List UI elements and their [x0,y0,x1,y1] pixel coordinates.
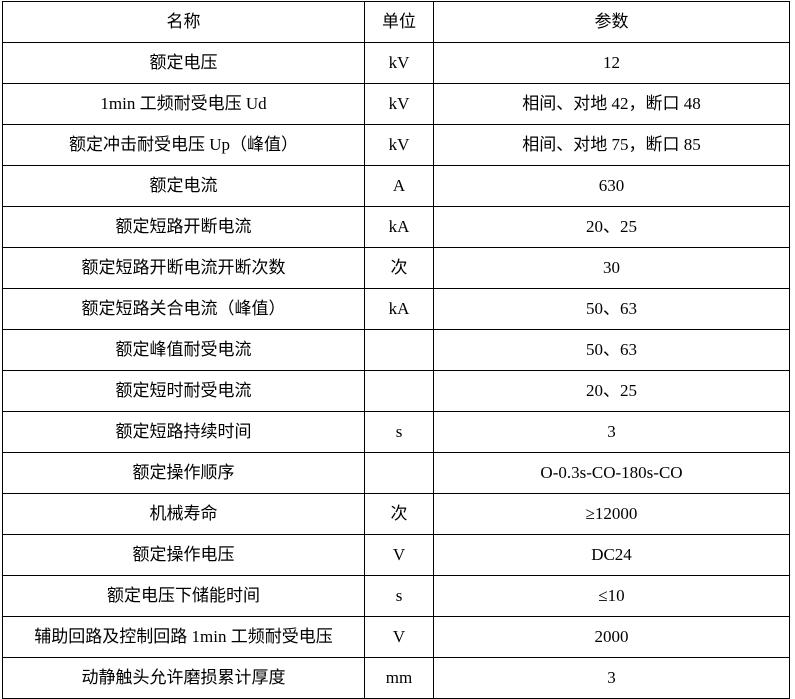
cell-parameter-name: 额定短路关合电流（峰值） [2,288,365,330]
cell-parameter-value: ≥12000 [433,493,790,535]
cell-parameter-value: ≤10 [433,575,790,617]
cell-parameter-value: 3 [433,657,790,699]
cell-parameter-value: DC24 [433,534,790,576]
cell-unit [364,329,434,371]
table-row: 额定短时耐受电流 20、25 [2,370,790,412]
cell-parameter-value: 20、25 [433,206,790,248]
cell-unit: s [364,411,434,453]
cell-parameter-name: 额定峰值耐受电流 [2,329,365,371]
cell-parameter-name: 额定短路持续时间 [2,411,365,453]
cell-parameter-value: 30 [433,247,790,289]
cell-parameter-name: 额定冲击耐受电压 Up（峰值） [2,124,365,166]
cell-unit: V [364,616,434,658]
cell-unit: kV [364,124,434,166]
cell-parameter-name: 额定短时耐受电流 [2,370,365,412]
table-row: 1min 工频耐受电压 Ud kV 相间、对地 42，断口 48 [2,83,790,125]
cell-unit: kV [364,83,434,125]
table-row: 额定短路持续时间 s 3 [2,411,790,453]
cell-parameter-value: O-0.3s-CO-180s-CO [433,452,790,494]
table-header-row: 名称 单位 参数 [2,1,790,43]
table-row: 机械寿命次 ≥12000 [2,493,790,535]
cell-parameter-name: 额定操作顺序 [2,452,365,494]
cell-unit: 次 [364,493,434,535]
cell-parameter-name: 机械寿命 [2,493,365,535]
table-row: 额定短路关合电流（峰值） kA 50、63 [2,288,790,330]
column-header-unit: 单位 [364,1,434,43]
cell-unit: V [364,534,434,576]
cell-unit [364,370,434,412]
cell-parameter-value: 12 [433,42,790,84]
cell-parameter-value: 50、63 [433,288,790,330]
column-header-parameter: 参数 [433,1,790,43]
cell-parameter-value: 相间、对地 75，断口 85 [433,124,790,166]
cell-unit: 次 [364,247,434,289]
table-row: 额定短路开断电流开断次数次 30 [2,247,790,289]
cell-parameter-name: 动静触头允许磨损累计厚度 [2,657,365,699]
cell-parameter-name: 辅助回路及控制回路 1min 工频耐受电压 [2,616,365,658]
cell-parameter-name: 额定电压 [2,42,365,84]
cell-unit: A [364,165,434,207]
cell-parameter-name: 额定电流 [2,165,365,207]
cell-parameter-value: 2000 [433,616,790,658]
cell-unit [364,452,434,494]
cell-unit: kA [364,206,434,248]
table-row: 额定电压 kV 12 [2,42,790,84]
cell-parameter-value: 相间、对地 42，断口 48 [433,83,790,125]
table-row: 额定峰值耐受电流 50、63 [2,329,790,371]
cell-parameter-name: 额定操作电压 [2,534,365,576]
cell-parameter-value: 630 [433,165,790,207]
table-row: 动静触头允许磨损累计厚度 mm 3 [2,657,790,699]
table-row: 额定电流 A 630 [2,165,790,207]
cell-unit: s [364,575,434,617]
cell-parameter-name: 额定电压下储能时间 [2,575,365,617]
table-row: 额定电压下储能时间 s ≤10 [2,575,790,617]
cell-parameter-value: 50、63 [433,329,790,371]
table-row: 辅助回路及控制回路 1min 工频耐受电压 V 2000 [2,616,790,658]
column-header-name: 名称 [2,1,365,43]
cell-parameter-name: 1min 工频耐受电压 Ud [2,83,365,125]
cell-parameter-value: 20、25 [433,370,790,412]
table-row: 额定操作电压 V DC24 [2,534,790,576]
cell-unit: mm [364,657,434,699]
table-row: 额定冲击耐受电压 Up（峰值） kV 相间、对地 75，断口 85 [2,124,790,166]
table-row: 额定操作顺序 O-0.3s-CO-180s-CO [2,452,790,494]
cell-parameter-name: 额定短路开断电流 [2,206,365,248]
table-row: 额定短路开断电流 kA 20、25 [2,206,790,248]
cell-parameter-value: 3 [433,411,790,453]
cell-unit: kA [364,288,434,330]
cell-unit: kV [364,42,434,84]
cell-parameter-name: 额定短路开断电流开断次数 [2,247,365,289]
